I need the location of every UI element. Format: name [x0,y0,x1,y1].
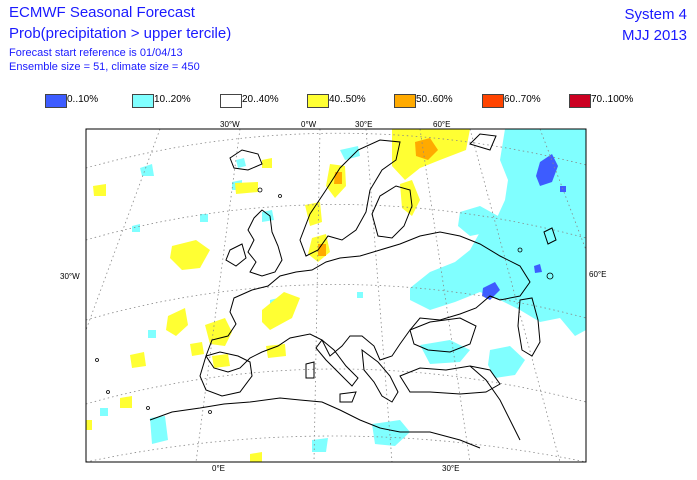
tick-bottom-0e: 0°E [212,464,225,473]
legend-label: 10..20% [154,94,191,105]
legend-swatch [132,94,154,108]
system-label: System 4 [624,6,687,23]
map-frame [85,128,587,463]
title-line-2: Prob(precipitation > upper tercile) [9,25,232,42]
legend-swatch [220,94,242,108]
tick-left-30w: 30°W [60,272,80,281]
tick-bottom-30e: 30°E [442,464,460,473]
legend-swatch [307,94,329,108]
legend-swatch [482,94,504,108]
legend-swatch [394,94,416,108]
ensemble-size: Ensemble size = 51, climate size = 450 [9,61,200,73]
legend-label: 40..50% [329,94,366,105]
legend-swatch [569,94,591,108]
legend-label: 0..10% [67,94,99,105]
legend-label: 20..40% [242,94,279,105]
tick-top-30e: 30°E [355,120,373,129]
legend-swatch [45,94,67,108]
tick-top-0w: 0°W [301,120,317,129]
title-line-1: ECMWF Seasonal Forecast [9,4,195,21]
period-label: MJJ 2013 [621,27,687,44]
coastlines [149,133,557,449]
graticule [86,129,586,462]
forecast-start-reference: Forecast start reference is 01/04/13 [9,47,183,59]
legend-label: 70..100% [591,94,634,105]
field-orange [318,138,438,256]
tick-top-30w: 30°W [220,120,240,129]
tick-top-60e: 60°E [433,120,451,129]
coast-details [95,187,554,414]
legend-label: 50..60% [416,94,453,105]
legend-label: 60..70% [504,94,541,105]
field-blue [482,154,566,300]
tick-right-60e: 60°E [589,270,607,279]
